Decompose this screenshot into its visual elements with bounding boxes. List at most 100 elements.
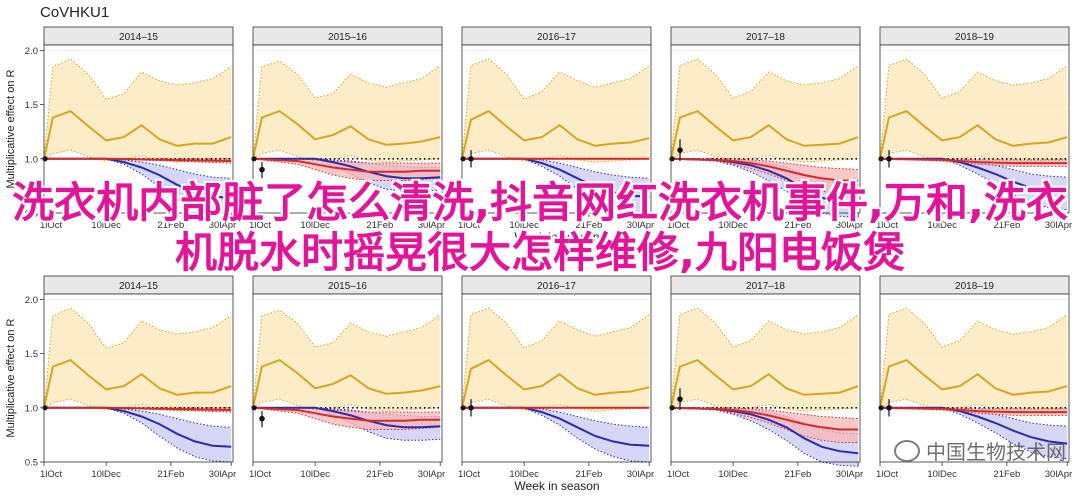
x-tick-label: 21Feb <box>366 220 393 231</box>
x-tick-label: 21Feb <box>366 469 393 480</box>
wechat-icon <box>894 439 920 462</box>
panel-title: 2014–15 <box>119 281 158 292</box>
panel-frame <box>461 293 652 463</box>
red-series-band-upper <box>880 407 1068 410</box>
panel-title: 2014–15 <box>119 32 158 43</box>
gold-series-line <box>252 358 441 409</box>
red-series-line <box>252 406 441 422</box>
gold-series-band <box>880 59 1068 163</box>
x-tick-label: 1lOct <box>458 220 481 231</box>
red-series-band-lower <box>252 407 441 430</box>
error-bar-point <box>259 166 265 173</box>
panel-frame <box>670 293 861 463</box>
red-series-band-lower <box>879 158 1068 167</box>
start-point <box>878 405 884 411</box>
x-tick-label: 21Feb <box>157 469 184 480</box>
y-tick-label: 0.5 <box>25 209 38 220</box>
red-series-line <box>879 157 1068 165</box>
panel-frame <box>670 44 861 214</box>
x-axis-label: Week in season <box>514 230 599 244</box>
gold-series-line <box>879 109 1068 160</box>
x-tick-label: 30lApr <box>836 469 863 480</box>
x-tick-label: 10lDec <box>927 469 957 480</box>
x-tick-label: 1lOct <box>876 469 899 480</box>
panel-title: 2018–19 <box>955 32 994 43</box>
error-bar-point <box>886 156 892 162</box>
gold-series-band <box>253 61 441 163</box>
panel-frame <box>252 44 443 214</box>
panel-title: 2015–16 <box>328 281 367 292</box>
x-tick-label: 10lDec <box>300 220 330 231</box>
gold-series-line <box>670 109 859 160</box>
red-series-line <box>670 157 859 182</box>
blue-series-band-lower <box>462 158 650 214</box>
gold-series-band-lower <box>670 149 859 163</box>
red-series-band-lower <box>670 158 859 194</box>
start-point <box>251 156 257 162</box>
error-bar-point <box>677 396 683 402</box>
blue-series-band <box>671 407 859 467</box>
gold-series-band <box>253 310 441 412</box>
error-bar-point <box>468 405 474 411</box>
watermark: 中国生物技术网 <box>894 436 1066 465</box>
start-point <box>460 405 466 411</box>
x-tick-label: 10lDec <box>300 469 330 480</box>
gold-series-line <box>43 109 232 160</box>
x-tick-label: 21Feb <box>575 220 602 231</box>
error-bar-point <box>259 415 265 422</box>
x-tick-label: 21Feb <box>993 469 1020 480</box>
blue-series-band-lower <box>670 407 859 467</box>
panel-frame <box>879 293 1070 463</box>
y-tick-label: 2.0 <box>25 46 38 57</box>
red-series-line <box>879 406 1068 414</box>
x-tick-label: 30lApr <box>1045 469 1072 480</box>
blue-series-line <box>462 406 650 447</box>
y-tick-label: 1.5 <box>25 100 38 111</box>
blue-series-band-upper <box>462 158 650 179</box>
start-point <box>878 156 884 162</box>
gold-series-band-lower <box>252 398 441 412</box>
red-series-line <box>252 157 441 173</box>
blue-series-band <box>44 158 232 213</box>
error-bar-point <box>677 147 683 153</box>
x-tick-label: 10lDec <box>718 469 748 480</box>
red-series-band-lower <box>252 158 441 181</box>
blue-series-band-lower <box>670 158 859 218</box>
panel-title: 2018–19 <box>955 281 994 292</box>
y-tick-label: 0.5 <box>25 458 38 469</box>
panel-title: 2016–17 <box>537 32 576 43</box>
x-tick-label: 1lOct <box>876 220 899 231</box>
x-tick-label: 10lDec <box>718 220 748 231</box>
gold-series-band-lower <box>670 398 859 412</box>
x-tick-label: 30lApr <box>418 220 445 231</box>
blue-series-band <box>462 407 650 462</box>
gold-series-band <box>671 308 859 412</box>
x-tick-label: 10lDec <box>509 220 539 231</box>
x-tick-label: 10lDec <box>91 469 121 480</box>
x-tick-label: 1lOct <box>667 220 690 231</box>
gold-series-band <box>462 59 650 163</box>
gold-series-band-upper <box>461 58 650 159</box>
red-series-band-upper <box>671 407 859 420</box>
blue-series-band-upper <box>44 158 232 179</box>
blue-series-band <box>462 158 650 213</box>
blue-series-band <box>880 407 1068 459</box>
x-tick-label: 21Feb <box>575 469 602 480</box>
gold-series-band-upper <box>670 307 859 408</box>
error-bar-point <box>468 156 474 162</box>
panel-title: 2017–18 <box>746 32 785 43</box>
panel-frame <box>43 293 234 463</box>
x-tick-label: 21Feb <box>784 220 811 231</box>
gold-series-line <box>252 109 441 160</box>
red-series-line <box>44 157 232 162</box>
start-point <box>669 405 675 411</box>
x-tick-label: 21Feb <box>784 469 811 480</box>
panel-frame <box>879 44 1070 214</box>
gold-series-band-upper <box>879 307 1068 408</box>
gold-series-band <box>44 59 232 163</box>
panel-frame <box>43 44 234 214</box>
blue-series-band-lower <box>253 407 441 441</box>
start-point <box>251 405 257 411</box>
x-tick-label: 21Feb <box>157 220 184 231</box>
